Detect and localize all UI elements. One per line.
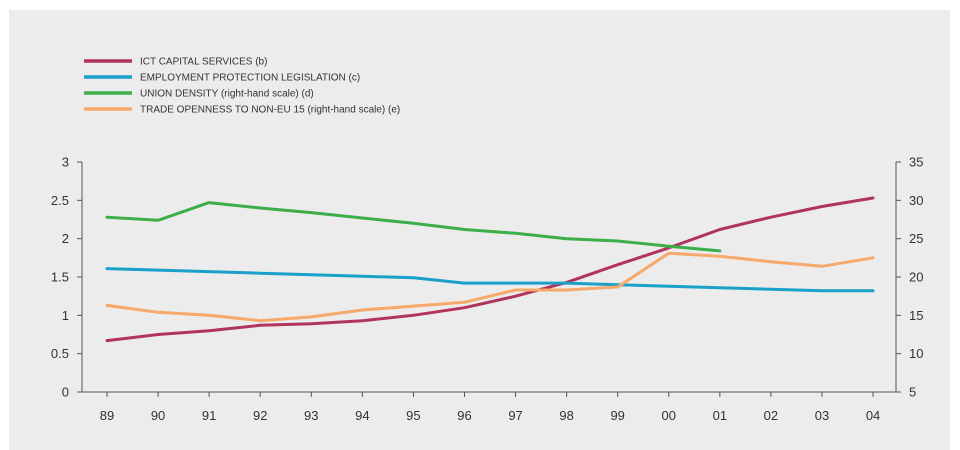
right-tick-label: 25: [909, 231, 923, 246]
x-tick-label: 94: [355, 408, 369, 423]
x-tick-label: 96: [457, 408, 471, 423]
series-line-3: [105, 251, 875, 323]
x-tick-label: 97: [508, 408, 522, 423]
x-tick-label: 01: [713, 408, 727, 423]
x-tick-label: 98: [559, 408, 573, 423]
x-tick-label: 91: [202, 408, 216, 423]
left-tick-label: 1: [62, 308, 69, 323]
right-tick-label: 5: [909, 385, 916, 400]
x-tick-label: 04: [866, 408, 880, 423]
series-lines: [105, 196, 875, 343]
x-tick-label: 90: [151, 408, 165, 423]
right-tick-label: 35: [909, 155, 923, 170]
x-tick-label: 03: [815, 408, 829, 423]
right-tick-label: 20: [909, 270, 923, 285]
x-tick-label: 99: [610, 408, 624, 423]
right-tick-label: 15: [909, 308, 923, 323]
series-line-0: [105, 196, 875, 343]
right-tick-label: 30: [909, 193, 923, 208]
legend: ICT CAPITAL SERVICES (b) EMPLOYMENT PROTE…: [84, 57, 400, 116]
x-tick-label: 93: [304, 408, 318, 423]
left-tick-label: 1.5: [51, 270, 69, 285]
x-tick-label: 95: [406, 408, 420, 423]
legend-label-2: UNION DENSITY (right-hand scale) (d): [140, 89, 314, 100]
legend-label-0: ICT CAPITAL SERVICES (b): [140, 57, 267, 68]
x-tick-label: 89: [100, 408, 114, 423]
left-tick-label: 2.5: [51, 193, 69, 208]
right-tick-label: 10: [909, 346, 923, 361]
x-tick-label: 00: [662, 408, 676, 423]
left-tick-label: 3: [62, 155, 69, 170]
left-tick-label: 2: [62, 231, 69, 246]
left-tick-label: 0.5: [51, 346, 69, 361]
series-line-2: [105, 201, 722, 253]
legend-label-3: TRADE OPENNESS TO NON-EU 15 (right-hand …: [140, 105, 400, 116]
x-tick-label: 92: [253, 408, 267, 423]
legend-label-1: EMPLOYMENT PROTECTION LEGISLATION (c): [140, 73, 360, 84]
left-tick-label: 0: [62, 385, 69, 400]
x-tick-label: 02: [764, 408, 778, 423]
series-line-1: [105, 267, 875, 293]
